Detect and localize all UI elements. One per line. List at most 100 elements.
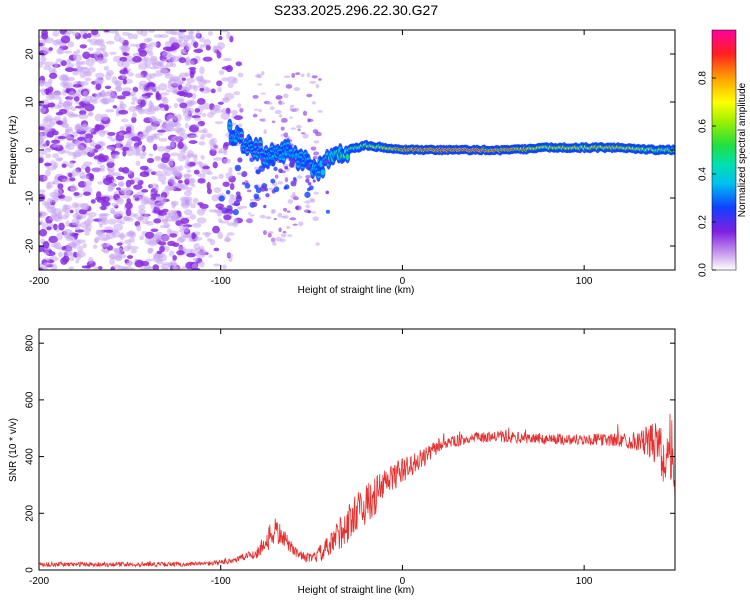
noise-speckle [155,70,164,74]
noise-speckle [220,112,230,120]
noise-speckle [126,231,135,238]
noise-speckle [159,245,165,253]
noise-speckle [199,136,205,140]
noise-speckle [317,110,323,113]
ridge-scatter [221,207,228,214]
noise-speckle [111,202,119,207]
noise-speckle [141,189,149,193]
noise-speckle [300,132,306,135]
noise-speckle [313,140,320,144]
noise-speckle [151,61,157,67]
noise-speckle [233,217,238,226]
noise-speckle [178,30,187,33]
noise-speckle [189,84,197,90]
noise-speckle [44,251,50,256]
noise-speckle [199,66,205,75]
noise-speckle [116,95,126,100]
noise-speckle [115,143,121,149]
noise-speckle [47,86,54,93]
noise-speckle [214,109,224,113]
noise-speckle [169,233,178,238]
noise-speckle [122,149,127,157]
noise-speckle [297,128,301,131]
noise-speckle [42,104,50,109]
noise-speckle [100,113,109,122]
noise-speckle [95,72,105,79]
ridge-scatter [304,160,310,166]
noise-speckle [271,120,276,123]
noise-speckle [248,212,252,215]
noise-speckle [282,215,289,219]
noise-speckle [146,157,155,164]
noise-speckle [250,214,255,217]
noise-speckle [88,147,95,154]
colorbar-tick-label: 0.0 [698,263,709,277]
noise-speckle [84,232,90,236]
noise-speckle [206,188,212,195]
noise-speckle [193,41,199,48]
noise-speckle [45,147,52,151]
noise-speckle [62,207,71,213]
noise-speckle [158,83,168,91]
noise-speckle [162,123,171,128]
ridge-core [253,142,258,147]
noise-speckle [65,136,75,140]
noise-speckle [282,230,287,234]
noise-speckle [40,99,50,107]
colorbar-ticks: 0.0 0.2 0.4 0.6 0.8 [698,71,716,277]
noise-speckle [58,251,63,258]
noise-speckle [49,197,59,203]
noise-speckle [83,161,93,167]
noise-speckle [192,222,202,228]
noise-speckle [116,187,122,191]
noise-speckle [315,242,320,246]
noise-speckle [309,197,314,203]
spectrogram-x-tick-label: -100 [211,276,231,287]
noise-speckle [99,164,106,171]
noise-speckle [172,255,177,261]
noise-speckle [150,228,159,232]
noise-speckle [190,267,201,270]
noise-speckle [96,229,106,237]
noise-speckle [201,112,207,117]
noise-speckle [104,85,112,90]
noise-speckle [164,184,174,192]
noise-speckle [53,241,62,250]
noise-speckle [110,153,119,160]
noise-speckle [269,106,275,111]
noise-speckle [300,73,305,78]
noise-speckle [39,150,47,156]
noise-speckle [166,114,174,121]
noise-speckle [191,115,201,119]
noise-speckle [189,70,195,79]
colorbar-label: Normalized spectral amplitude [737,82,748,217]
noise-speckle [118,109,129,115]
noise-speckle [121,90,131,97]
noise-speckle [53,61,59,68]
noise-speckle [118,37,126,44]
noise-speckle [82,243,87,249]
noise-speckle [118,167,124,172]
noise-speckle [185,42,192,51]
noise-speckle [284,177,289,183]
noise-speckle [178,35,184,43]
noise-speckle [111,76,118,84]
noise-speckle [71,218,80,226]
noise-speckle [71,239,82,247]
noise-speckle [116,175,125,181]
noise-speckle [139,49,148,57]
noise-speckle [133,184,143,190]
noise-speckle [211,194,220,202]
ridge-core [299,153,304,157]
colorbar-tick-label: 0.6 [698,119,709,133]
noise-speckle [148,153,154,157]
noise-speckle [79,30,85,36]
noise-speckle [122,31,130,36]
noise-speckle [216,51,222,59]
noise-speckle [259,214,266,219]
noise-speckle [45,153,52,159]
ridge-scatter [290,161,295,166]
noise-speckle [79,221,90,229]
noise-speckle [249,198,256,202]
noise-speckle [274,109,282,115]
